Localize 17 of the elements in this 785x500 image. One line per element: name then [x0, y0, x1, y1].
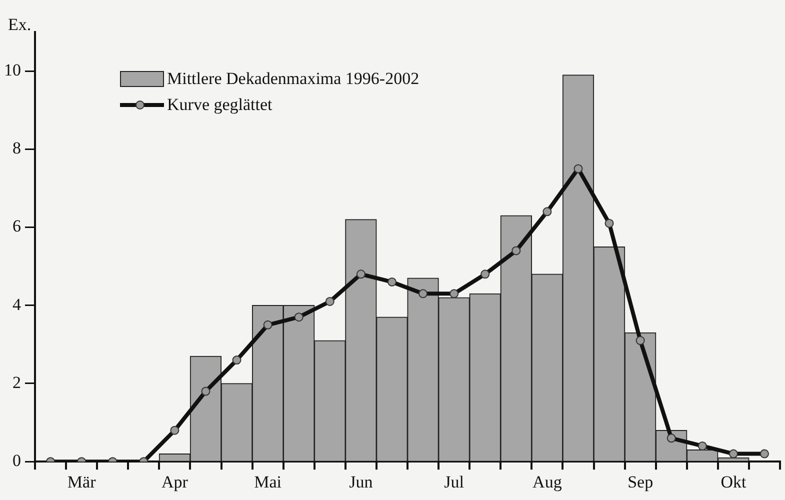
legend-label: Mittlere Dekadenmaxima 1996-2002: [167, 69, 420, 89]
y-tick-label: 10: [4, 60, 21, 80]
x-tick-label: Aug: [532, 472, 562, 492]
y-tick-label: 0: [12, 451, 21, 470]
y-tick-label: 2: [12, 372, 21, 392]
x-tick-label: Jul: [444, 472, 464, 492]
x-tick-label: Mai: [254, 472, 282, 492]
legend-label: Kurve geglättet: [167, 95, 272, 115]
y-axis-title: Ex.: [8, 14, 32, 34]
y-tick-label: 4: [12, 294, 22, 314]
x-tick-label: Sep: [628, 472, 654, 492]
x-tick-label: Okt: [720, 472, 746, 492]
x-tick-label: Apr: [161, 472, 188, 492]
y-tick-label: 6: [12, 216, 21, 236]
x-tick-label: Jun: [349, 472, 374, 492]
x-tick-label: Mär: [67, 472, 96, 492]
y-tick-label: 8: [12, 138, 21, 158]
